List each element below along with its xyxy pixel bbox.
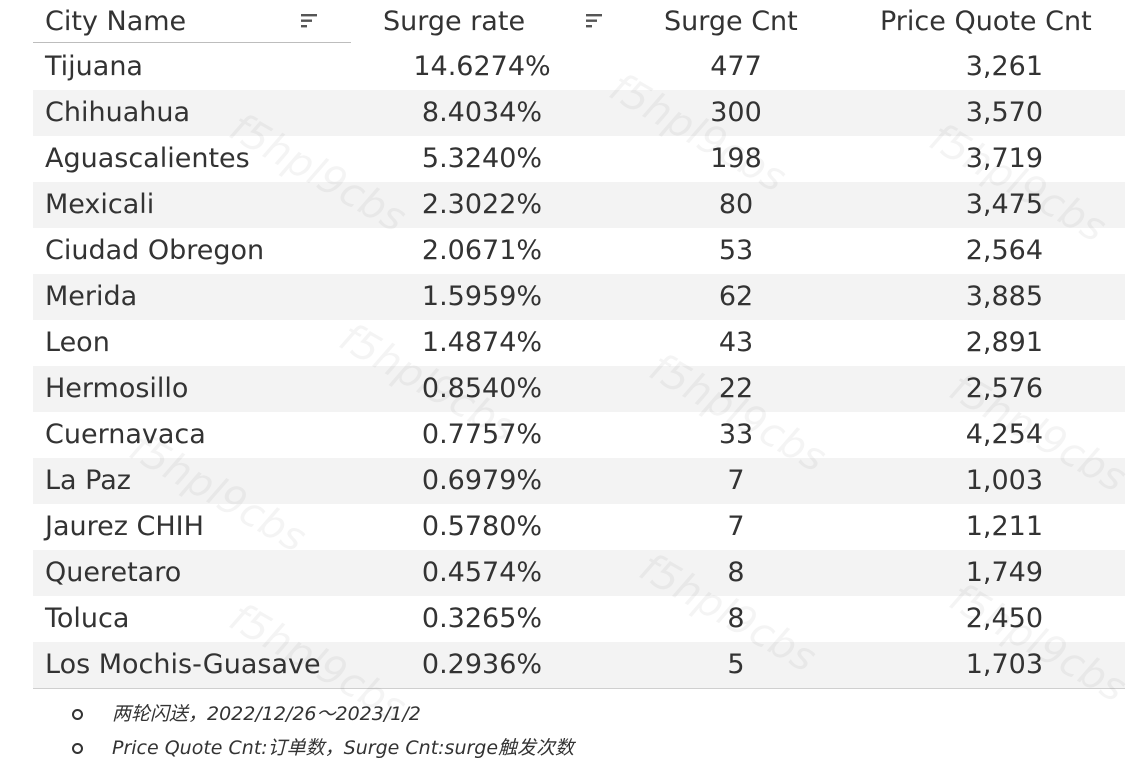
surge-table: City Name Surge rate Surge Cnt Price Quo… [33, 0, 1125, 689]
note-item: 两轮闪送，2022/12/26～2023/1/2 [72, 700, 574, 734]
table-row[interactable]: Aguascalientes 5.3240% 198 3,719 [33, 136, 1125, 182]
cell-price-quote-cnt: 3,475 [965, 189, 1043, 220]
table-row[interactable]: Ciudad Obregon 2.0671% 53 2,564 [33, 228, 1125, 274]
cell-surge-cnt: 53 [718, 235, 754, 266]
cell-surge-cnt: 80 [718, 189, 754, 220]
cell-surge-rate: 14.6274% [413, 51, 551, 82]
header-divider [33, 42, 351, 43]
sort-descending-icon[interactable] [301, 13, 319, 29]
cell-city-name: Tijuana [45, 51, 143, 82]
cell-city-name: Cuernavaca [45, 419, 206, 450]
cell-surge-rate: 0.8540% [421, 373, 543, 404]
cell-surge-cnt: 300 [710, 97, 762, 128]
cell-price-quote-cnt: 2,576 [965, 373, 1043, 404]
header-price-quote-cnt[interactable]: Price Quote Cnt [880, 6, 1092, 37]
cell-city-name: Hermosillo [45, 373, 189, 404]
cell-price-quote-cnt: 1,703 [965, 649, 1043, 680]
table-body: Tijuana 14.6274% 477 3,261 Chihuahua 8.4034% 3… [33, 44, 1125, 688]
table-row[interactable]: Toluca 0.3265% 8 2,450 [33, 596, 1125, 642]
cell-surge-rate: 0.4574% [421, 557, 543, 588]
cell-surge-rate: 0.5780% [421, 511, 543, 542]
header-city-name[interactable]: City Name [45, 6, 187, 37]
cell-surge-cnt: 22 [718, 373, 754, 404]
table-row[interactable]: Merida 1.5959% 62 3,885 [33, 274, 1125, 320]
cell-surge-rate: 8.4034% [421, 97, 543, 128]
cell-surge-cnt: 5 [727, 649, 745, 680]
note-item: Price Quote Cnt:订单数，Surge Cnt:surge触发次数 [72, 734, 574, 768]
cell-surge-rate: 1.4874% [421, 327, 543, 358]
cell-price-quote-cnt: 1,211 [965, 511, 1043, 542]
table-row[interactable]: Jaurez CHIH 0.5780% 7 1,211 [33, 504, 1125, 550]
cell-price-quote-cnt: 4,254 [965, 419, 1043, 450]
cell-city-name: La Paz [45, 465, 131, 496]
cell-surge-cnt: 62 [718, 281, 754, 312]
cell-surge-cnt: 7 [727, 511, 745, 542]
cell-city-name: Aguascalientes [45, 143, 250, 174]
table-row[interactable]: Chihuahua 8.4034% 300 3,570 [33, 90, 1125, 136]
cell-surge-rate: 0.3265% [421, 603, 543, 634]
cell-surge-rate: 0.7757% [421, 419, 543, 450]
notes-list: 两轮闪送，2022/12/26～2023/1/2 Price Quote Cnt:… [72, 700, 574, 768]
cell-surge-cnt: 43 [718, 327, 754, 358]
cell-price-quote-cnt: 3,719 [965, 143, 1043, 174]
cell-city-name: Leon [45, 327, 110, 358]
note-text: Price Quote Cnt:订单数，Surge Cnt:surge触发次数 [112, 737, 575, 759]
cell-city-name: Chihuahua [45, 97, 191, 128]
cell-city-name: Merida [45, 281, 138, 312]
cell-surge-cnt: 33 [718, 419, 754, 450]
cell-city-name: Queretaro [45, 557, 182, 588]
table-row[interactable]: Hermosillo 0.8540% 22 2,576 [33, 366, 1125, 412]
cell-surge-cnt: 8 [727, 557, 745, 588]
cell-surge-rate: 5.3240% [421, 143, 543, 174]
cell-surge-rate: 2.0671% [421, 235, 543, 266]
cell-city-name: Los Mochis-Guasave [45, 649, 321, 680]
cell-surge-rate: 1.5959% [421, 281, 543, 312]
cell-price-quote-cnt: 3,261 [965, 51, 1043, 82]
table-row[interactable]: La Paz 0.6979% 7 1,003 [33, 458, 1125, 504]
table-row[interactable]: Queretaro 0.4574% 8 1,749 [33, 550, 1125, 596]
cell-price-quote-cnt: 3,570 [965, 97, 1043, 128]
cell-surge-cnt: 7 [727, 465, 745, 496]
cell-price-quote-cnt: 1,003 [965, 465, 1043, 496]
table-header: City Name Surge rate Surge Cnt Price Quo… [33, 0, 1125, 44]
cell-city-name: Ciudad Obregon [45, 235, 265, 266]
table-row[interactable]: Cuernavaca 0.7757% 33 4,254 [33, 412, 1125, 458]
cell-price-quote-cnt: 1,749 [965, 557, 1043, 588]
sort-descending-icon[interactable] [586, 13, 604, 29]
cell-surge-rate: 2.3022% [421, 189, 543, 220]
table-row[interactable]: Tijuana 14.6274% 477 3,261 [33, 44, 1125, 90]
bullet-icon [72, 743, 83, 754]
cell-price-quote-cnt: 2,891 [965, 327, 1043, 358]
header-surge-cnt[interactable]: Surge Cnt [664, 6, 798, 37]
cell-city-name: Mexicali [45, 189, 155, 220]
table-row[interactable]: Mexicali 2.3022% 80 3,475 [33, 182, 1125, 228]
note-text: 两轮闪送，2022/12/26～2023/1/2 [112, 703, 421, 725]
cell-surge-rate: 0.6979% [421, 465, 543, 496]
table-row[interactable]: Los Mochis-Guasave 0.2936% 5 1,703 [33, 642, 1125, 688]
cell-city-name: Toluca [45, 603, 130, 634]
cell-surge-cnt: 8 [727, 603, 745, 634]
cell-price-quote-cnt: 2,564 [965, 235, 1043, 266]
table-row[interactable]: Leon 1.4874% 43 2,891 [33, 320, 1125, 366]
cell-surge-cnt: 198 [710, 143, 762, 174]
cell-surge-rate: 0.2936% [421, 649, 543, 680]
cell-surge-cnt: 477 [710, 51, 762, 82]
cell-price-quote-cnt: 2,450 [965, 603, 1043, 634]
header-surge-rate[interactable]: Surge rate [383, 6, 526, 37]
cell-price-quote-cnt: 3,885 [965, 281, 1043, 312]
cell-city-name: Jaurez CHIH [45, 511, 204, 542]
bullet-icon [72, 709, 83, 720]
